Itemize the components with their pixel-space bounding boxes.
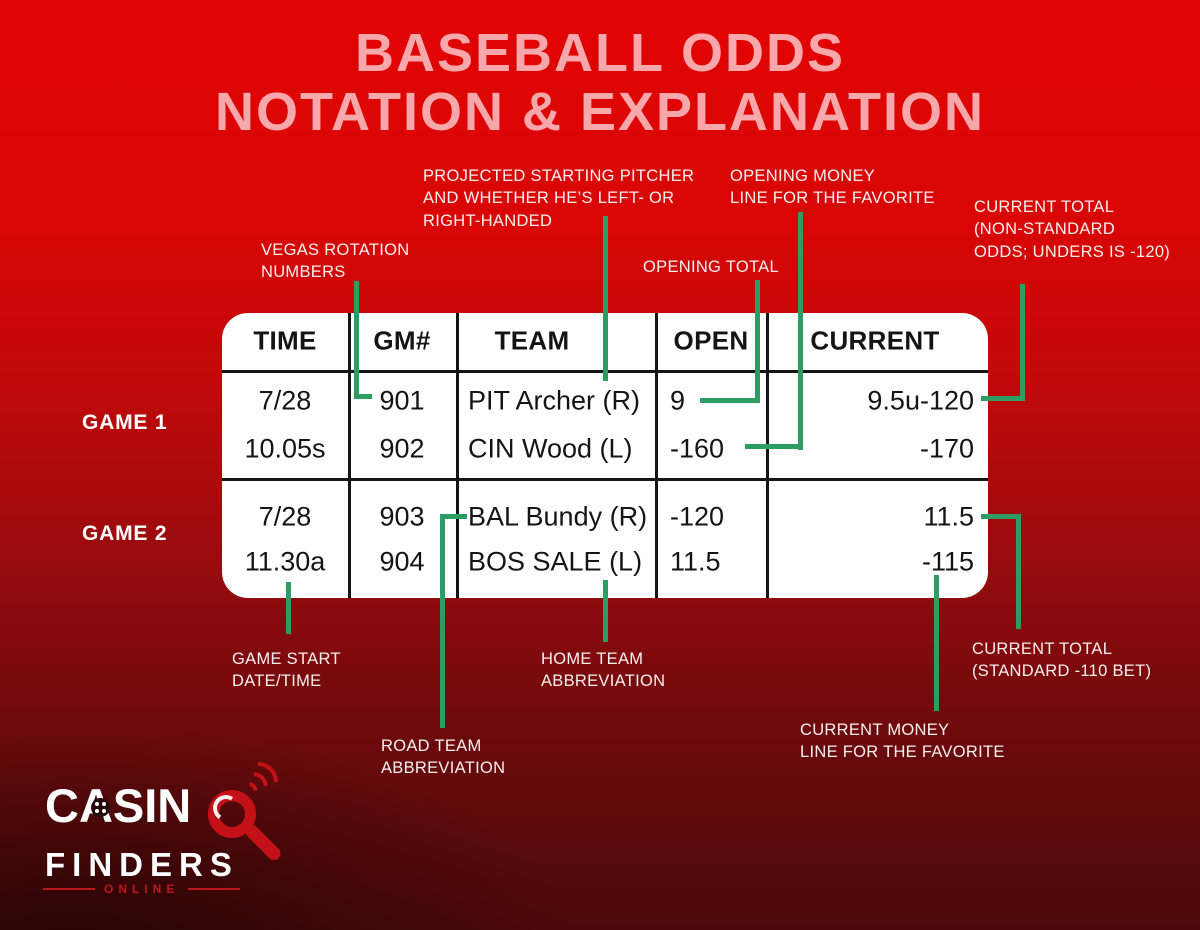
- cell-open: -120: [670, 501, 725, 532]
- connector-current-total-nonstandard-hook: [981, 396, 1025, 401]
- cell-team: CIN Wood (L): [468, 433, 633, 464]
- connector-vegas-rotation-line: [354, 281, 359, 399]
- column-header-gm: GM#: [373, 325, 431, 356]
- column-divider: [456, 313, 459, 598]
- annotation-current-total-nonstandard: CURRENT TOTAL (NON-STANDARD ODDS; UNDERS…: [974, 198, 1171, 261]
- annotation-current-total-standard: CURRENT TOTAL (STANDARD -110 BET): [972, 640, 1152, 681]
- game-section-divider: [222, 478, 988, 481]
- cell-gm: 901: [379, 385, 425, 416]
- cell-open: -160: [670, 433, 725, 464]
- connector-current-total-nonstandard-line: [1020, 284, 1025, 401]
- magnifier-shine: [210, 792, 242, 824]
- cell-time: 11.30a: [244, 546, 326, 577]
- page-title-line2: NOTATION & EXPLANATION: [215, 82, 985, 142]
- logo-online-row: ONLINE: [43, 882, 241, 896]
- connector-game-start-line: [286, 582, 291, 634]
- cell-team: BAL Bundy (R): [468, 501, 648, 532]
- cell-current: 11.5: [923, 501, 974, 532]
- logo-online-text: ONLINE: [104, 882, 180, 896]
- connector-opening-total-hook: [700, 398, 760, 403]
- cell-current: -170: [919, 433, 974, 464]
- annotation-opening-money: OPENING MONEY LINE FOR THE FAVORITE: [730, 167, 935, 208]
- annotation-opening-total: OPENING TOTAL: [643, 258, 779, 276]
- magnifier-handle: [242, 822, 284, 863]
- annotation-road-team: ROAD TEAM ABBREVIATION: [381, 737, 506, 778]
- cell-open: 9: [670, 385, 686, 416]
- cell-open: 11.5: [670, 546, 721, 577]
- column-header-team: TEAM: [494, 325, 570, 356]
- connector-current-total-standard-line: [1016, 514, 1021, 629]
- annotation-vegas-rotation: VEGAS ROTATION NUMBERS: [261, 241, 410, 282]
- online-left-rule: [43, 888, 95, 890]
- column-divider: [766, 313, 769, 598]
- connector-opening-money-line: [798, 212, 803, 450]
- connector-opening-money-hook: [745, 444, 803, 449]
- annotation-game-start: GAME START DATE/TIME: [232, 650, 341, 691]
- connector-current-money-line: [934, 575, 939, 711]
- connector-road-team-hook: [440, 514, 467, 519]
- casino-finders-logo: CASIN FINDERS ONLINE: [40, 753, 300, 908]
- connector-road-team-line: [440, 514, 445, 728]
- cell-gm: 902: [379, 433, 425, 464]
- cell-gm: 904: [379, 546, 425, 577]
- game-2-label: GAME 2: [82, 522, 168, 545]
- cell-current: 9.5u-120: [867, 385, 974, 416]
- dice-pips: [95, 802, 99, 806]
- column-divider: [348, 313, 351, 598]
- column-header-time: TIME: [253, 325, 317, 356]
- connector-vegas-rotation-hook: [354, 394, 372, 399]
- connector-projected-pitcher-line: [603, 216, 608, 381]
- page-title-line1: BASEBALL ODDS: [354, 23, 846, 83]
- cell-team: PIT Archer (R): [468, 385, 641, 416]
- logo-finders-text: FINDERS: [45, 846, 239, 883]
- cell-time: 7/28: [258, 501, 312, 532]
- logo-casino-text: CASIN: [45, 779, 192, 832]
- game-1-label: GAME 1: [82, 411, 168, 434]
- page-title: BASEBALL ODDS NOTATION & EXPLANATION: [0, 24, 1200, 142]
- annotation-current-money: CURRENT MONEY LINE FOR THE FAVORITE: [800, 721, 1005, 762]
- annotation-home-team: HOME TEAM ABBREVIATION: [541, 650, 666, 691]
- cell-gm: 903: [379, 501, 425, 532]
- column-divider: [655, 313, 658, 598]
- cell-current: -115: [921, 546, 974, 577]
- online-right-rule: [188, 888, 241, 890]
- annotation-projected-pitcher: PROJECTED STARTING PITCHER AND WHETHER H…: [423, 167, 695, 230]
- connector-current-total-standard-hook: [981, 514, 1021, 519]
- connector-home-team-line: [603, 580, 608, 642]
- cell-time: 7/28: [258, 385, 312, 416]
- connector-opening-total-line: [755, 280, 760, 403]
- column-header-open: OPEN: [673, 325, 749, 356]
- cell-time: 10.05s: [244, 433, 326, 464]
- column-header-current: CURRENT: [810, 325, 940, 356]
- magnifier-icon: [208, 790, 256, 838]
- dice-icon: [91, 798, 110, 817]
- cell-team: BOS SALE (L): [468, 546, 643, 577]
